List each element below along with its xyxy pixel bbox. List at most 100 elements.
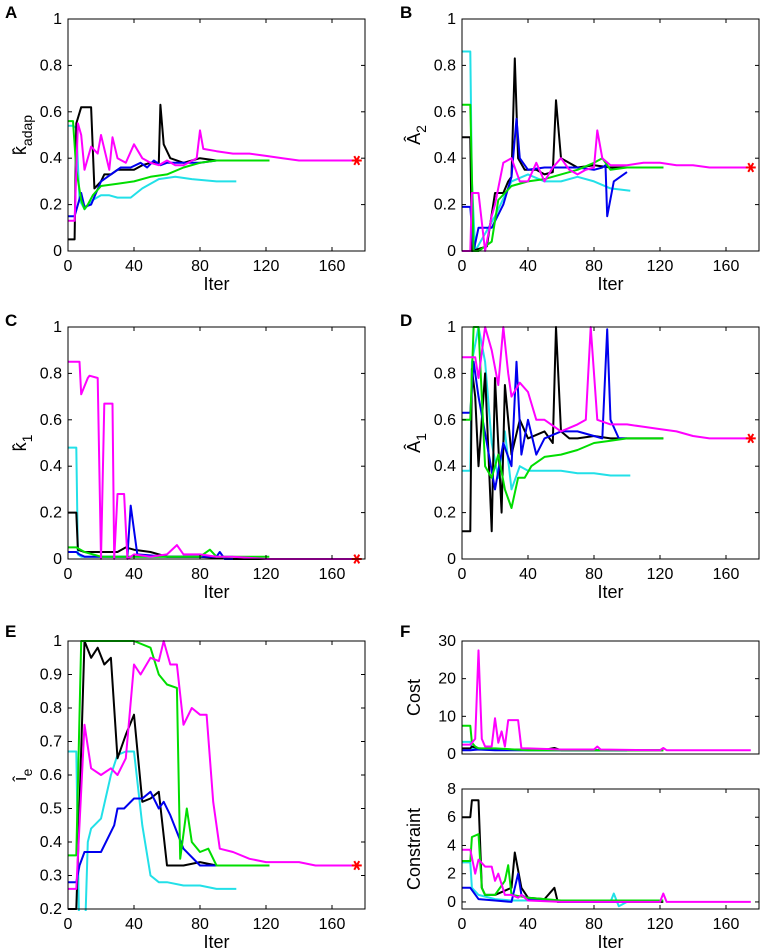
x-tick-label: 40 <box>519 258 537 275</box>
x-tick-label: 120 <box>253 258 280 275</box>
series-line-cyan <box>68 124 237 211</box>
y-tick-label: 0.6 <box>40 767 62 784</box>
y-tick-label: 0.6 <box>434 104 456 121</box>
series-line-blue <box>462 328 627 491</box>
y-axis-label: k̂1 <box>10 434 35 451</box>
y-tick-label: 0.4 <box>434 458 456 475</box>
y-tick-label: 0.8 <box>40 57 62 74</box>
y-tick-label: 0.2 <box>40 505 62 522</box>
panel-B: 0 0.2 0.4 0.6 0.8 1 0 40 80 120 160 Iter Â2 B <box>400 3 760 294</box>
y-tick-label: 1 <box>53 633 62 650</box>
panel-letter: E <box>5 622 16 641</box>
y-tick-label: 4 <box>447 837 456 854</box>
x-tick-label: 160 <box>319 566 346 583</box>
x-tick-label: 120 <box>647 916 674 933</box>
y-tick-label: 0.8 <box>434 57 456 74</box>
panel-letter: B <box>400 3 412 22</box>
y-tick-label: 0 <box>447 551 456 568</box>
panel-letter: C <box>5 311 17 330</box>
series-line-magenta <box>462 649 751 752</box>
x-tick-label: 0 <box>64 916 73 933</box>
plot-frame <box>461 18 760 252</box>
series-line-black <box>462 799 664 903</box>
series-line-magenta <box>462 848 751 903</box>
y-tick-label: 0.4 <box>40 834 62 851</box>
plot-frame <box>67 326 366 560</box>
y-tick-label: 0.6 <box>434 412 456 429</box>
x-tick-label: 80 <box>585 916 603 933</box>
plot-frame <box>461 640 760 755</box>
x-tick-label: 160 <box>713 258 740 275</box>
x-axis-label: Iter <box>203 274 229 294</box>
plot-frame <box>461 326 760 560</box>
series-line-cyan <box>462 326 631 491</box>
y-tick-label: 2 <box>447 866 456 883</box>
series-line-cyan <box>68 446 233 558</box>
x-tick-label: 0 <box>458 258 467 275</box>
y-axis-label: Cost <box>404 679 424 716</box>
x-tick-label: 80 <box>191 566 209 583</box>
series-line-magenta <box>68 360 357 560</box>
series-line-green <box>462 326 664 509</box>
series-line-blue <box>68 504 233 560</box>
y-tick-label: 0.2 <box>40 197 62 214</box>
y-tick-label: 0 <box>53 243 62 260</box>
x-tick-label: 0 <box>64 258 73 275</box>
x-tick-label: 160 <box>319 916 346 933</box>
panel-F-cost: 0 10 20 30 Cost F <box>400 622 760 763</box>
series-line-green <box>462 833 664 902</box>
series-line-blue <box>462 117 628 252</box>
y-axis-label: Â1 <box>404 433 429 453</box>
x-tick-label: 80 <box>191 258 209 275</box>
panel-D: 0 0.2 0.4 0.6 0.8 1 0 40 80 120 160 Iter Â1 D <box>400 311 760 602</box>
x-tick-label: 0 <box>64 566 73 583</box>
panel-E: 0.2 0.3 0.4 0.5 0.6 0.7 0.8 0.9 1 0 40 80 120 160 Iter… <box>5 622 366 949</box>
x-tick-label: 80 <box>191 916 209 933</box>
x-tick-label: 40 <box>125 916 143 933</box>
y-tick-label: 0.4 <box>434 150 456 167</box>
y-tick-label: 0 <box>447 894 456 911</box>
series-line-magenta <box>68 640 357 890</box>
x-tick-label: 80 <box>585 258 603 275</box>
x-axis-label: Iter <box>203 582 229 602</box>
plot-frame <box>461 788 760 910</box>
y-tick-label: 10 <box>438 708 456 725</box>
y-tick-label: 0.9 <box>40 667 62 684</box>
y-axis-label: Â2 <box>404 125 429 145</box>
y-tick-label: 0.4 <box>40 458 62 475</box>
panel-letter: A <box>5 3 17 22</box>
series-line-green <box>68 640 270 867</box>
series-line-magenta <box>462 326 751 440</box>
y-tick-label: 0.8 <box>40 365 62 382</box>
y-tick-label: 0 <box>447 746 456 763</box>
series-line-magenta <box>68 122 357 222</box>
y-tick-label: 0.2 <box>434 505 456 522</box>
y-tick-label: 30 <box>438 633 456 650</box>
y-tick-label: 0.6 <box>40 412 62 429</box>
y-tick-label: 0 <box>53 551 62 568</box>
y-tick-label: 8 <box>447 781 456 798</box>
series-line-blue <box>68 790 233 884</box>
x-tick-label: 40 <box>125 566 143 583</box>
target-marker <box>351 860 362 871</box>
series-line-black <box>68 640 270 910</box>
y-tick-label: 1 <box>53 319 62 336</box>
y-axis-label: k̂adap <box>10 115 35 155</box>
y-tick-label: 20 <box>438 671 456 688</box>
y-tick-label: 0.6 <box>40 104 62 121</box>
y-tick-label: 0.2 <box>40 901 62 918</box>
y-tick-label: 0.8 <box>434 365 456 382</box>
x-tick-label: 120 <box>647 258 674 275</box>
y-tick-label: 0.4 <box>40 150 62 167</box>
x-axis-label: Iter <box>203 932 229 949</box>
x-tick-label: 160 <box>713 566 740 583</box>
series-line-green <box>68 120 270 211</box>
y-tick-label: 0.2 <box>434 197 456 214</box>
x-tick-label: 160 <box>319 258 346 275</box>
x-tick-label: 40 <box>125 258 143 275</box>
y-axis-label: îe <box>10 768 35 782</box>
y-tick-label: 1 <box>447 11 456 28</box>
y-tick-label: 0.5 <box>40 801 62 818</box>
